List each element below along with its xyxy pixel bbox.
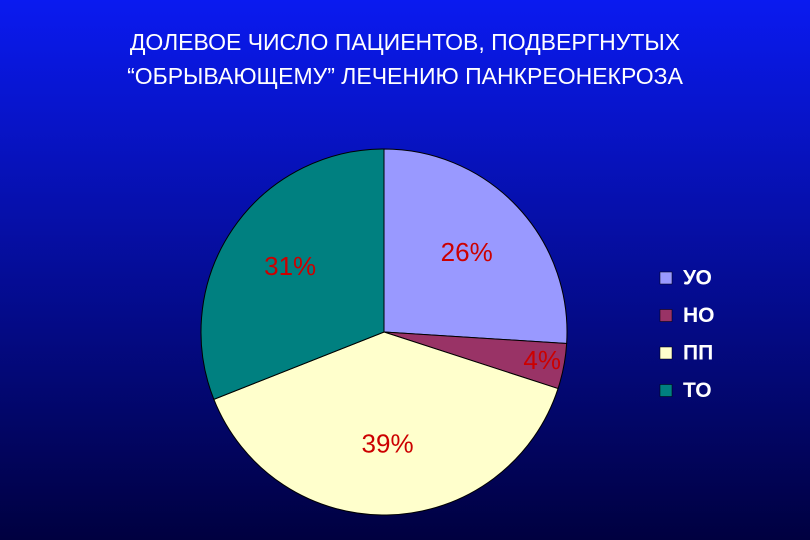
data-label: 31% <box>264 251 316 281</box>
data-label: 39% <box>362 428 414 458</box>
legend-swatch <box>659 309 673 322</box>
pie-slice <box>383 148 568 345</box>
legend-label: УО <box>683 267 712 290</box>
chart-title: “ОБРЫВАЮЩЕМУ” ЛЕЧЕНИЮ ПАНКРЕОНЕКРОЗА <box>127 63 684 89</box>
legend-label: НО <box>683 304 715 327</box>
legend-swatch <box>659 384 673 397</box>
chart-title: ДОЛЕВОЕ ЧИСЛО ПАЦИЕНТОВ, ПОДВЕРГНУТЫХ <box>130 29 680 55</box>
pie-slice <box>213 331 559 516</box>
pie-slice <box>200 148 385 401</box>
data-label: 4% <box>523 345 561 375</box>
legend-label: ПП <box>683 342 713 365</box>
legend-swatch <box>659 346 673 360</box>
legend-swatch <box>659 271 673 285</box>
data-label: 26% <box>441 237 493 267</box>
legend-label: ТО <box>683 379 712 402</box>
